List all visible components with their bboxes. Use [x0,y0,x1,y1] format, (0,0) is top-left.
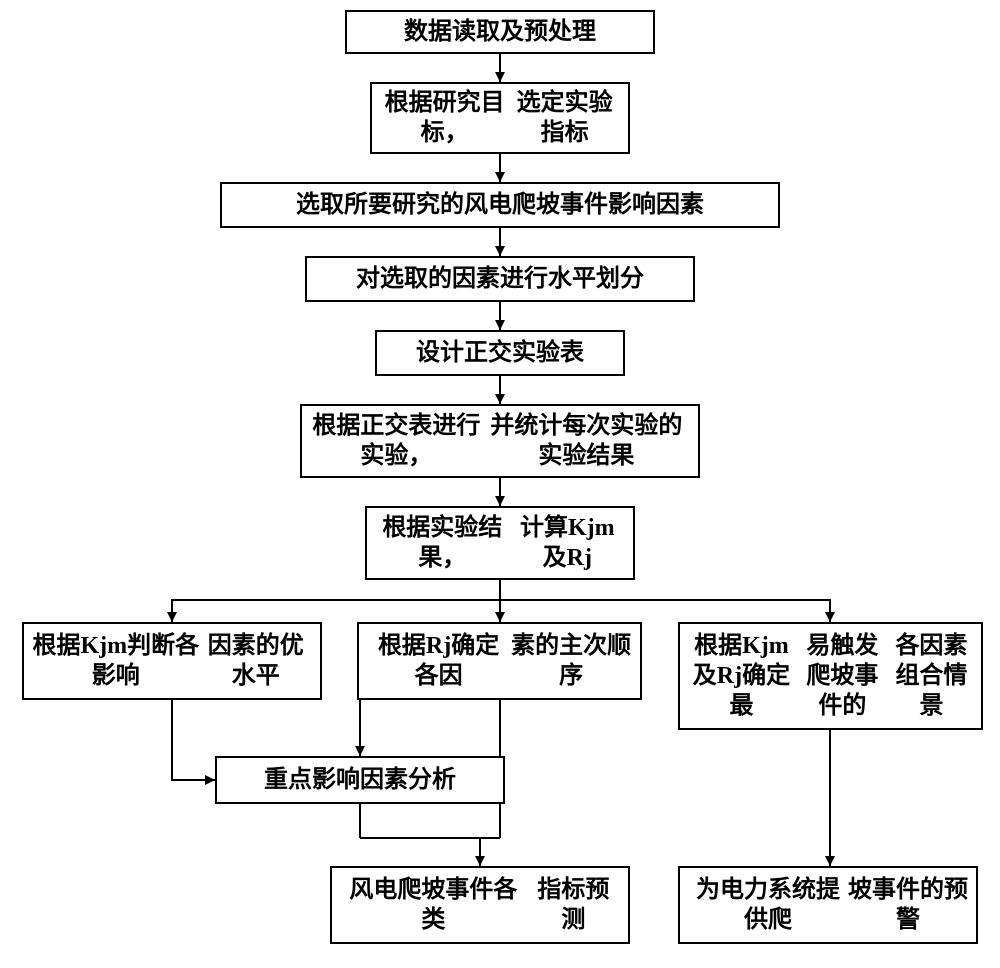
node-n8: 根据Kjm判断各影响因素的优水平 [22,622,322,700]
node-n11: 重点影响因素分析 [215,756,505,804]
node-n4: 对选取的因素进行水平划分 [305,256,695,302]
edge-joint-n12 [360,838,500,866]
edge-fan-n10 [500,600,830,622]
flowchart-canvas: 数据读取及预处理根据研究目标，选定实验指标选取所要研究的风电爬坡事件影响因素对选… [0,0,1000,968]
node-n12: 风电爬坡事件各类指标预测 [330,866,630,944]
node-n10: 根据Kjm及Rj确定最易触发爬坡事件的各因素组合情景 [678,622,983,730]
node-n1: 数据读取及预处理 [345,10,655,54]
node-n13: 为电力系统提供爬坡事件的预警 [678,866,978,944]
node-n5: 设计正交实验表 [375,330,625,376]
node-n6: 根据正交表进行实验，并统计每次实验的实验结果 [300,404,700,478]
edge-n8-n11 [172,700,215,780]
node-n3: 选取所要研究的风电爬坡事件影响因素 [220,182,780,228]
node-n7: 根据实验结果，计算Kjm及Rj [365,506,635,580]
edge-fan-n8 [172,600,500,622]
node-n2: 根据研究目标，选定实验指标 [370,82,630,154]
node-n9: 根据Rj确定各因素的主次顺序 [357,622,642,700]
